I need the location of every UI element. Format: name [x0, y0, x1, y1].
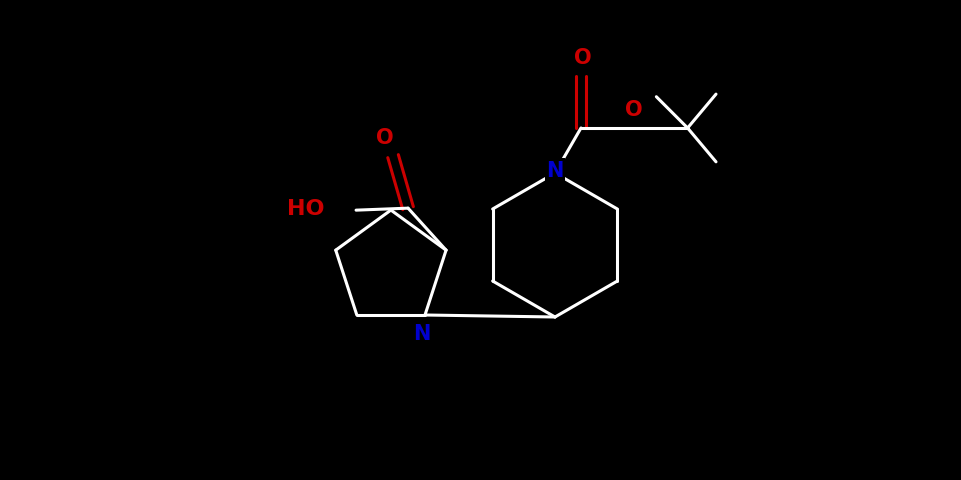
Text: O: O [574, 48, 591, 68]
Text: HO: HO [286, 199, 324, 219]
Text: N: N [413, 324, 431, 343]
Text: O: O [624, 100, 642, 120]
Text: N: N [546, 161, 563, 180]
Text: O: O [376, 128, 393, 148]
